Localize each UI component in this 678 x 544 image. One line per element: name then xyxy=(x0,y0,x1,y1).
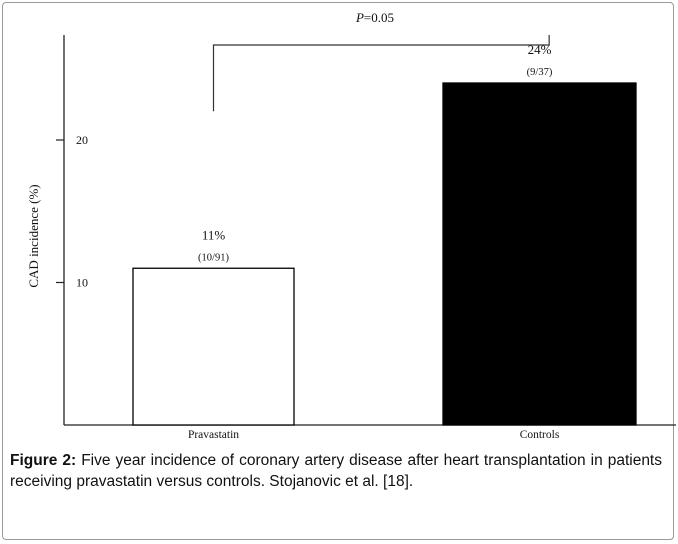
significance-bracket: P=0.05 xyxy=(212,10,550,112)
p-value-label: P=0.05 xyxy=(355,10,394,25)
bar-chart: CAD incidence (%) 10 20 11% (10/91) Pravast… xyxy=(26,10,676,441)
x-category-label-pravastatin: Pravastatin xyxy=(188,429,239,441)
figure-caption: Figure 2: Five year incidence of coronar… xyxy=(10,450,662,492)
y-tick-label-20: 20 xyxy=(76,133,88,147)
data-label-percent-pravastatin: 11% xyxy=(202,227,226,242)
bar-pravastatin xyxy=(132,267,295,426)
y-axis-label: CAD incidence (%) xyxy=(26,184,41,287)
data-label-percent-controls: 24% xyxy=(528,42,552,57)
data-label-fraction-pravastatin: (10/91) xyxy=(198,252,229,263)
caption-text: Five year incidence of coronary artery d… xyxy=(10,452,662,490)
y-tick-label-10: 10 xyxy=(76,276,88,290)
caption-lead: Figure 2: xyxy=(10,452,77,469)
bar-controls xyxy=(442,82,637,426)
x-category-label-controls: Controls xyxy=(520,429,560,441)
data-label-fraction-controls: (9/37) xyxy=(527,67,553,78)
bracket-line xyxy=(212,35,550,112)
